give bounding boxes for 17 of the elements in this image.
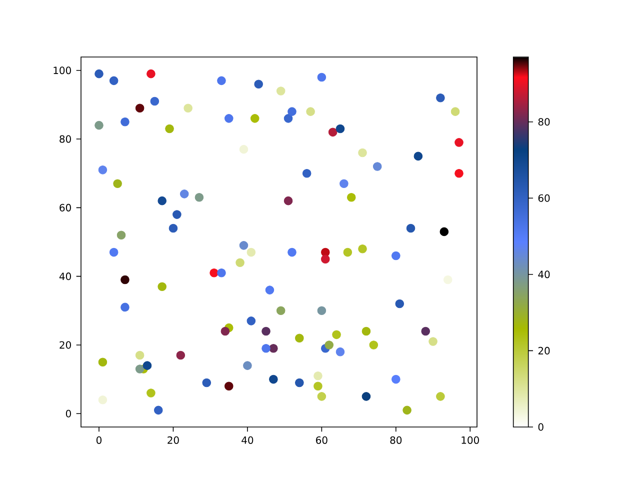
y-tick-label: 100 bbox=[54, 66, 71, 74]
y-tick-label: 0 bbox=[66, 410, 71, 418]
y-tick-label: 60 bbox=[60, 204, 71, 212]
color-bar-label: 40 bbox=[538, 270, 550, 278]
x-tick-label: 20 bbox=[168, 436, 179, 444]
color-bar-label: 80 bbox=[538, 118, 550, 126]
color-bar-label: 60 bbox=[538, 194, 550, 202]
x-tick-label: 60 bbox=[316, 436, 328, 444]
y-tick-label: 80 bbox=[60, 135, 71, 143]
x-tick-label: 40 bbox=[242, 436, 254, 444]
color-bar-label: 0 bbox=[538, 423, 544, 431]
color-bar-label: 20 bbox=[538, 346, 550, 354]
y-tick-label: 40 bbox=[59, 272, 71, 280]
x-tick-label: 80 bbox=[390, 436, 402, 444]
y-tick-label: 20 bbox=[60, 341, 71, 349]
x-tick-label: 0 bbox=[96, 436, 102, 444]
x-tick-label: 100 bbox=[462, 436, 479, 444]
